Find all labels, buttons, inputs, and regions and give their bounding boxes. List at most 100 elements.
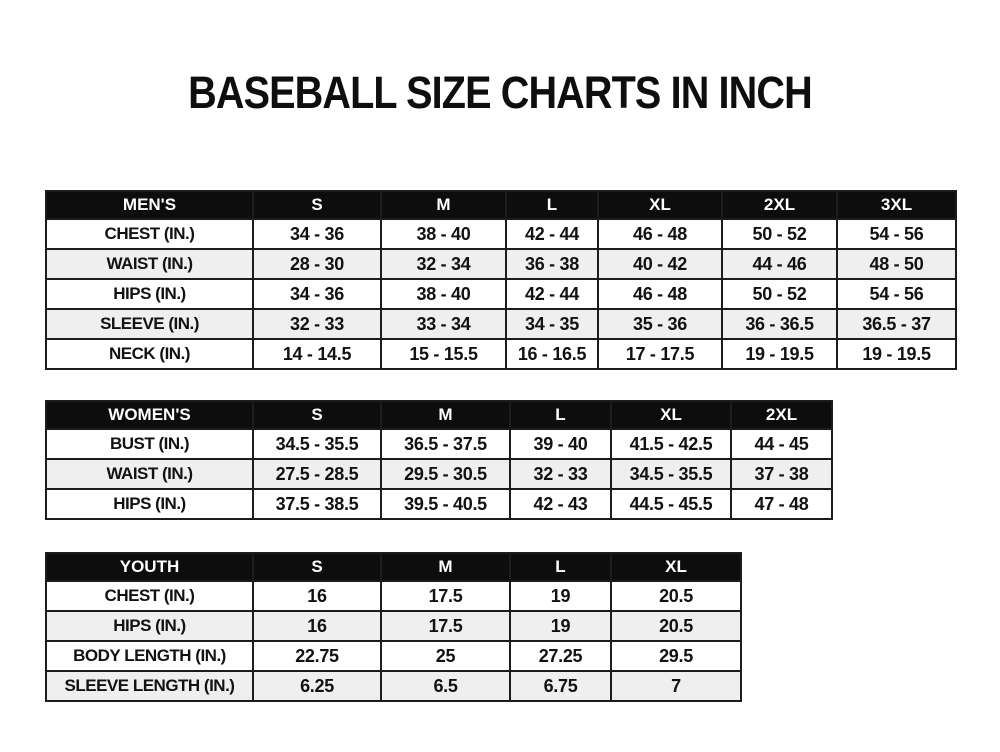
value-cell: 28 - 30 [252, 248, 382, 280]
table-row: WAIST (IN.) 28 - 30 32 - 34 36 - 38 40 - 42 4… [45, 248, 957, 280]
table-row: SLEEVE (IN.) 32 - 33 33 - 34 34 - 35 35 - 36… [45, 308, 957, 340]
value-cell: 19 [509, 610, 612, 642]
table-title-cell: MEN'S [45, 190, 254, 220]
value-cell: 36 - 36.5 [721, 308, 838, 340]
column-header-cell: L [505, 190, 599, 220]
value-cell: 37.5 - 38.5 [252, 488, 382, 520]
row-label-cell: HIPS (IN.) [45, 488, 254, 520]
column-header-cell: S [252, 400, 382, 430]
value-cell: 35 - 36 [597, 308, 723, 340]
value-cell: 32 - 34 [380, 248, 507, 280]
column-header-cell: 2XL [730, 400, 833, 430]
column-header-cell: L [509, 400, 612, 430]
value-cell: 41.5 - 42.5 [610, 428, 732, 460]
value-cell: 29.5 [610, 640, 742, 672]
value-cell: 32 - 33 [509, 458, 612, 490]
row-label-cell: BUST (IN.) [45, 428, 254, 460]
value-cell: 48 - 50 [836, 248, 957, 280]
size-chart-table: YOUTH S M L XL CHEST (IN.) 16 17.5 19 20.5 HIPS (I… [45, 552, 742, 702]
value-cell: 20.5 [610, 580, 742, 612]
value-cell: 44 - 46 [721, 248, 838, 280]
value-cell: 34 - 35 [505, 308, 599, 340]
value-cell: 44.5 - 45.5 [610, 488, 732, 520]
value-cell: 20.5 [610, 610, 742, 642]
table-row: CHEST (IN.) 16 17.5 19 20.5 [45, 580, 742, 612]
value-cell: 6.5 [380, 670, 511, 702]
column-header-cell: 2XL [721, 190, 838, 220]
value-cell: 42 - 44 [505, 218, 599, 250]
row-label-cell: SLEEVE (IN.) [45, 308, 254, 340]
value-cell: 42 - 44 [505, 278, 599, 310]
value-cell: 17.5 [380, 610, 511, 642]
value-cell: 32 - 33 [252, 308, 382, 340]
value-cell: 14 - 14.5 [252, 338, 382, 370]
column-header-cell: 3XL [836, 190, 957, 220]
table-row: HIPS (IN.) 16 17.5 19 20.5 [45, 610, 742, 642]
row-label-cell: NECK (IN.) [45, 338, 254, 370]
value-cell: 17 - 17.5 [597, 338, 723, 370]
value-cell: 34.5 - 35.5 [610, 458, 732, 490]
value-cell: 34 - 36 [252, 278, 382, 310]
column-header-cell: M [380, 400, 511, 430]
value-cell: 54 - 56 [836, 218, 957, 250]
header-row: MEN'S S M L XL 2XL 3XL [45, 190, 957, 220]
value-cell: 40 - 42 [597, 248, 723, 280]
value-cell: 16 [252, 580, 382, 612]
column-header-cell: M [380, 190, 507, 220]
row-label-cell: CHEST (IN.) [45, 580, 254, 612]
value-cell: 17.5 [380, 580, 511, 612]
value-cell: 38 - 40 [380, 278, 507, 310]
row-label-cell: HIPS (IN.) [45, 610, 254, 642]
row-label-cell: WAIST (IN.) [45, 248, 254, 280]
row-label-cell: WAIST (IN.) [45, 458, 254, 490]
value-cell: 50 - 52 [721, 218, 838, 250]
column-header-cell: XL [597, 190, 723, 220]
value-cell: 19 - 19.5 [836, 338, 957, 370]
row-label-cell: BODY LENGTH (IN.) [45, 640, 254, 672]
value-cell: 7 [610, 670, 742, 702]
row-label-cell: HIPS (IN.) [45, 278, 254, 310]
value-cell: 34 - 36 [252, 218, 382, 250]
value-cell: 46 - 48 [597, 218, 723, 250]
value-cell: 6.75 [509, 670, 612, 702]
column-header-cell: S [252, 552, 382, 582]
value-cell: 16 - 16.5 [505, 338, 599, 370]
mens-size-table: MEN'S S M L XL 2XL 3XL CHEST (IN.) 34 - 36 38 - 4… [45, 190, 957, 370]
table-title-cell: WOMEN'S [45, 400, 254, 430]
size-chart-table: WOMEN'S S M L XL 2XL BUST (IN.) 34.5 - 35.5 36.5… [45, 400, 833, 520]
column-header-cell: L [509, 552, 612, 582]
value-cell: 38 - 40 [380, 218, 507, 250]
column-header-cell: S [252, 190, 382, 220]
size-chart-table: MEN'S S M L XL 2XL 3XL CHEST (IN.) 34 - 36 38 - 4… [45, 190, 957, 370]
table-row: BUST (IN.) 34.5 - 35.5 36.5 - 37.5 39 - 40 4… [45, 428, 833, 460]
value-cell: 50 - 52 [721, 278, 838, 310]
value-cell: 6.25 [252, 670, 382, 702]
header-row: YOUTH S M L XL [45, 552, 742, 582]
value-cell: 22.75 [252, 640, 382, 672]
value-cell: 27.25 [509, 640, 612, 672]
table-row: NECK (IN.) 14 - 14.5 15 - 15.5 16 - 16.5 17 … [45, 338, 957, 370]
value-cell: 36 - 38 [505, 248, 599, 280]
column-header-cell: XL [610, 400, 732, 430]
value-cell: 34.5 - 35.5 [252, 428, 382, 460]
value-cell: 33 - 34 [380, 308, 507, 340]
header-row: WOMEN'S S M L XL 2XL [45, 400, 833, 430]
table-row: HIPS (IN.) 34 - 36 38 - 40 42 - 44 46 - 48 50… [45, 278, 957, 310]
value-cell: 42 - 43 [509, 488, 612, 520]
value-cell: 36.5 - 37 [836, 308, 957, 340]
value-cell: 15 - 15.5 [380, 338, 507, 370]
row-label-cell: SLEEVE LENGTH (IN.) [45, 670, 254, 702]
value-cell: 39 - 40 [509, 428, 612, 460]
value-cell: 39.5 - 40.5 [380, 488, 511, 520]
value-cell: 19 [509, 580, 612, 612]
table-row: HIPS (IN.) 37.5 - 38.5 39.5 - 40.5 42 - 43 4… [45, 488, 833, 520]
table-title-cell: YOUTH [45, 552, 254, 582]
column-header-cell: M [380, 552, 511, 582]
value-cell: 19 - 19.5 [721, 338, 838, 370]
value-cell: 44 - 45 [730, 428, 833, 460]
page-title: BASEBALL SIZE CHARTS IN INCH [188, 67, 813, 118]
value-cell: 54 - 56 [836, 278, 957, 310]
value-cell: 16 [252, 610, 382, 642]
table-row: SLEEVE LENGTH (IN.) 6.25 6.5 6.75 7 [45, 670, 742, 702]
womens-size-table: WOMEN'S S M L XL 2XL BUST (IN.) 34.5 - 35.5 36.5… [45, 400, 833, 520]
